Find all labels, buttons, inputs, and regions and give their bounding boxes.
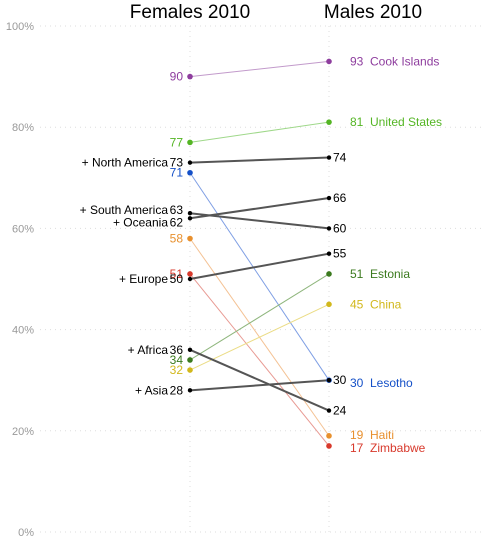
right-name-label: Zimbabwe <box>370 441 426 455</box>
y-tick-label: 60% <box>12 223 34 235</box>
slope-line <box>189 379 330 392</box>
right-value-label: 30 <box>350 376 364 390</box>
right-point <box>326 271 332 277</box>
left-value-label: 90 <box>170 70 184 84</box>
right-name-label: Cook Islands <box>370 54 439 68</box>
right-point <box>326 226 332 231</box>
left-value-label: 63 <box>170 203 184 217</box>
left-name-label: + Africa <box>128 343 169 357</box>
right-value-label: 60 <box>333 221 347 235</box>
slope-line <box>189 60 330 78</box>
left-point <box>187 139 193 146</box>
left-point <box>187 216 193 221</box>
right-name-label: Estonia <box>370 267 410 281</box>
y-tick-label: 80% <box>12 122 34 134</box>
left-point <box>187 347 193 353</box>
slope-lines <box>189 60 330 447</box>
right-value-label: 45 <box>350 297 364 311</box>
left-value-label: 71 <box>170 166 184 180</box>
right-value-label: 19 <box>350 428 364 442</box>
left-value-label: 77 <box>170 135 184 149</box>
left-point <box>187 367 193 373</box>
right-point <box>326 251 332 256</box>
grid-layer <box>40 25 485 533</box>
left-name-label: + Oceania <box>113 215 168 229</box>
left-value-label: 28 <box>170 383 184 397</box>
right-point <box>326 195 332 201</box>
slope-points <box>187 58 332 449</box>
left-point <box>187 160 193 165</box>
left-column-title: Females 2010 <box>130 2 250 23</box>
right-value-label: 74 <box>333 151 347 165</box>
slope-labels: 90 93 Cook Islands 77 81 United States 73+ Nor… <box>80 54 442 455</box>
left-point <box>187 357 193 363</box>
y-axis-ticks: 0% 20% 40% 60% 80% 100% <box>6 21 34 539</box>
left-point <box>187 235 193 242</box>
right-point <box>326 119 332 125</box>
left-value-label: 34 <box>170 353 184 367</box>
left-value-label: 58 <box>170 232 184 246</box>
left-point <box>187 169 193 176</box>
slope-line <box>189 172 330 381</box>
right-value-label: 55 <box>333 247 347 261</box>
slope-line <box>189 273 330 361</box>
right-value-label: 17 <box>350 441 364 455</box>
right-value-label: 30 <box>333 373 347 387</box>
y-tick-label: 20% <box>12 426 34 438</box>
right-point <box>326 155 332 160</box>
left-point <box>187 276 193 282</box>
right-point <box>326 433 332 439</box>
y-tick-label: 100% <box>6 21 34 33</box>
right-point <box>326 408 332 413</box>
right-name-label: Haiti <box>370 428 394 442</box>
right-value-label: 81 <box>350 115 364 129</box>
slope-line <box>189 121 330 143</box>
right-value-label: 51 <box>350 267 364 281</box>
right-column-title: Males 2010 <box>324 2 422 23</box>
right-point <box>326 378 332 383</box>
left-point <box>187 271 193 277</box>
left-value-label: 36 <box>170 343 184 357</box>
left-point <box>187 211 193 216</box>
right-name-label: China <box>370 297 402 311</box>
left-value-label: 50 <box>170 272 184 286</box>
right-value-label: 24 <box>333 404 347 418</box>
slope-line <box>189 252 330 280</box>
left-point <box>187 388 193 393</box>
left-value-label: 62 <box>170 215 184 229</box>
left-name-label: + North America <box>82 156 169 170</box>
left-name-label: + South America <box>80 203 169 217</box>
y-tick-label: 0% <box>18 527 34 539</box>
left-name-label: + Europe <box>119 272 168 286</box>
left-value-label: 51 <box>170 267 184 281</box>
slope-line <box>189 348 330 412</box>
left-point <box>187 73 193 80</box>
right-value-label: 93 <box>350 54 364 68</box>
right-name-label: United States <box>370 115 442 129</box>
slope-line <box>189 197 330 220</box>
right-point <box>326 58 332 65</box>
right-point <box>326 301 332 308</box>
right-value-label: 66 <box>333 191 347 205</box>
right-name-label: Lesotho <box>370 376 413 390</box>
y-tick-label: 40% <box>12 325 34 337</box>
slope-line <box>189 156 330 164</box>
left-value-label: 32 <box>170 363 184 377</box>
left-value-label: 73 <box>170 156 184 170</box>
left-name-label: + Asia <box>135 383 168 397</box>
right-point <box>326 443 332 449</box>
slope-line <box>189 273 330 447</box>
